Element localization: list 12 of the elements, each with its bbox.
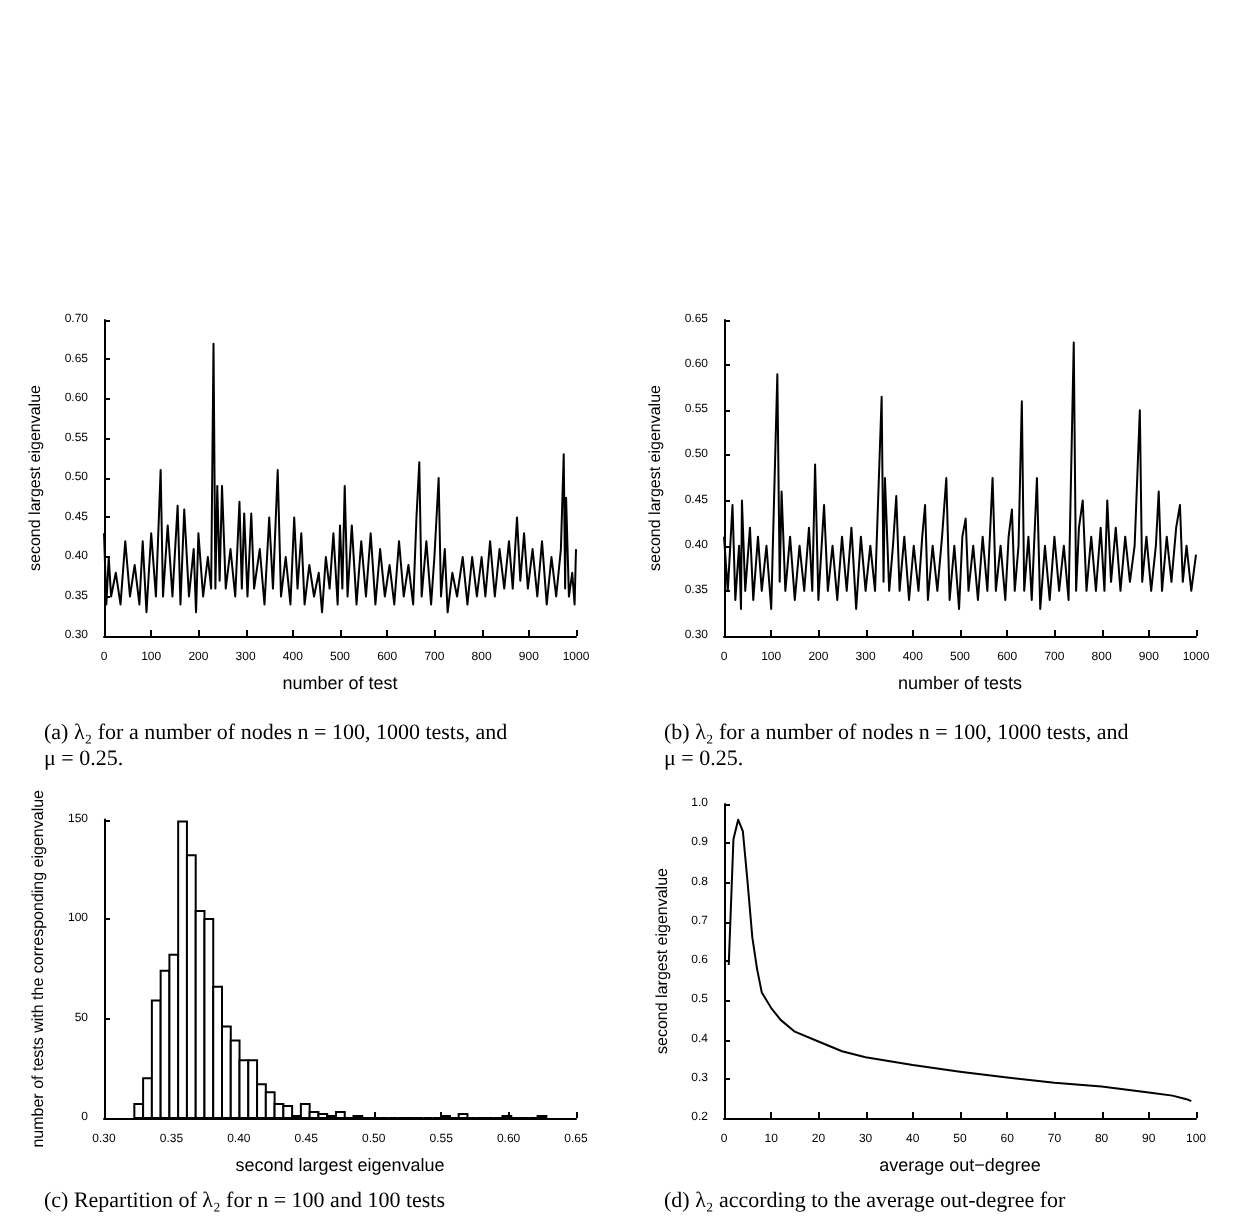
y-axis-title: second largest eigenvalue (652, 866, 671, 1054)
text: (d) λ₂ according to the average out-degree for (664, 1189, 1066, 1213)
x-axis-title: number of test (282, 672, 399, 693)
y-axis-title: second largest eigenvalue (25, 383, 44, 571)
y-axis-title: second largest eigenvalue (645, 383, 664, 571)
y-axis-title: number of tests with the corresponding eigenvalue (29, 788, 48, 1148)
x-axis-title: number of tests (897, 672, 1024, 693)
x-axis-title: second largest eigenvalue (235, 1154, 445, 1175)
x-axis-title: average out−degree (879, 1154, 1041, 1175)
text: (b) λ₂ for a number of nodes n = 100, 1000 tests, and μ = 0.25. (664, 721, 1135, 771)
text: (c) Repartition of λ₂ for n = 100 and 100 tests (44, 1189, 445, 1213)
text: (a) λ₂ for a number of nodes n = 100, 1000 tests, and μ = 0.25. (44, 721, 513, 771)
